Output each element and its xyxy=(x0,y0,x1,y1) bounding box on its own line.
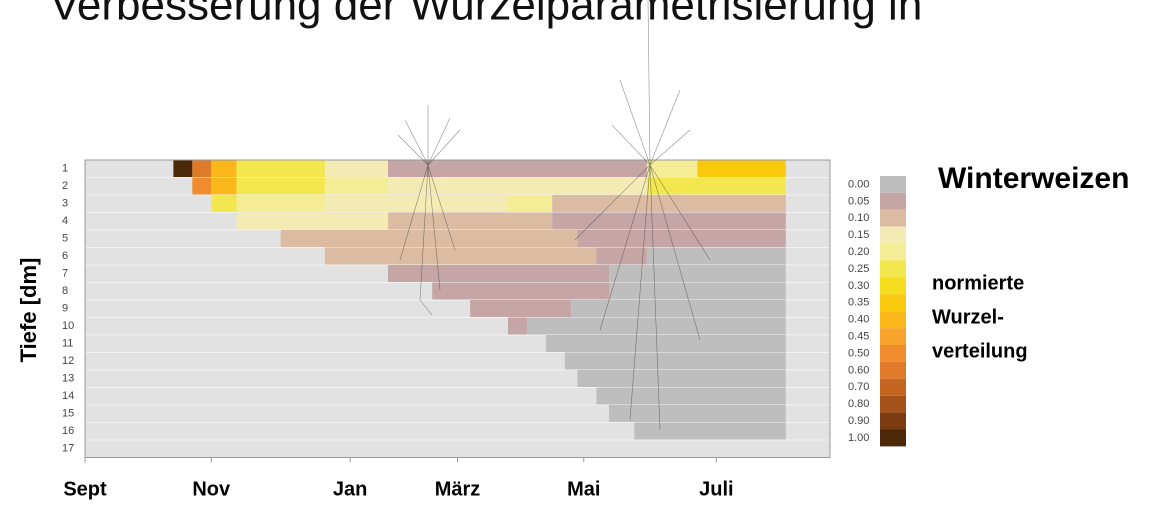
row-label: 12 xyxy=(62,355,74,367)
colorbar-swatch xyxy=(880,193,906,210)
colorbar-swatch xyxy=(880,430,906,447)
x-tick-label: Mai xyxy=(567,478,600,500)
heat-cell xyxy=(577,230,785,248)
heat-cell xyxy=(281,230,578,248)
colorbar-title: normierte xyxy=(932,272,1024,294)
colorbar-swatch xyxy=(880,311,906,328)
x-tick-label: Sept xyxy=(63,478,107,500)
colorbar-swatch xyxy=(880,277,906,294)
colorbar-label: 0.15 xyxy=(848,229,869,241)
colorbar-swatch xyxy=(880,379,906,396)
colorbar-swatch xyxy=(880,362,906,379)
heat-cell xyxy=(470,300,571,318)
colorbar-swatch xyxy=(880,396,906,413)
heat-cell xyxy=(325,178,388,196)
row-label: 8 xyxy=(62,285,68,297)
colorbar-swatch xyxy=(880,294,906,311)
heat-cell xyxy=(596,388,785,406)
colorbar-label: 0.60 xyxy=(848,364,869,376)
heat-cell xyxy=(634,423,786,441)
colorbar-label: 0.40 xyxy=(848,314,869,326)
heat-cell xyxy=(697,160,785,178)
colorbar-label: 0.50 xyxy=(848,347,869,359)
colorbar-label: 0.80 xyxy=(848,398,869,410)
colorbar-swatch xyxy=(880,328,906,345)
heat-cell xyxy=(325,248,596,266)
colorbar-label: 0.25 xyxy=(848,263,869,275)
heat-cell xyxy=(211,195,236,213)
heat-cell xyxy=(192,160,211,178)
heat-cell xyxy=(546,335,786,353)
heat-cell xyxy=(237,213,389,231)
x-tick-label: Nov xyxy=(192,478,231,500)
colorbar-swatch xyxy=(880,413,906,430)
row-label: 10 xyxy=(62,320,74,332)
colorbar-label: 0.70 xyxy=(848,381,869,393)
heat-cell xyxy=(388,213,552,231)
colorbar-label: 1.00 xyxy=(848,432,869,444)
heat-cell xyxy=(647,160,698,178)
colorbar-label: 0.90 xyxy=(848,415,869,427)
heat-cell xyxy=(508,318,527,336)
x-tick-label: März xyxy=(435,478,481,500)
heat-cell xyxy=(609,283,786,301)
row-label: 2 xyxy=(62,180,68,192)
heat-cell xyxy=(609,405,786,423)
row-label: 7 xyxy=(62,268,68,280)
colorbar-swatch xyxy=(880,176,906,193)
colorbar-title: Wurzel- xyxy=(932,306,1004,328)
heat-cell xyxy=(211,178,236,196)
row-label: 3 xyxy=(62,198,68,210)
heat-cell xyxy=(192,178,211,196)
row-label: 11 xyxy=(62,338,73,350)
heat-cell xyxy=(647,248,786,266)
heat-cell xyxy=(237,160,325,178)
colorbar-label: 0.45 xyxy=(848,330,869,342)
row-label: 15 xyxy=(62,408,74,420)
colorbar-swatch xyxy=(880,345,906,362)
chart: Verbesserung der Wurzelparametrisierung … xyxy=(0,0,1168,501)
heat-cell xyxy=(173,160,192,178)
row-label: 16 xyxy=(62,425,74,437)
colorbar-label: 0.35 xyxy=(848,297,869,309)
heat-cell xyxy=(325,160,388,178)
heat-cell xyxy=(577,370,785,388)
heat-cell xyxy=(508,195,552,213)
colorbar-swatch xyxy=(880,227,906,244)
colorbar-swatch xyxy=(880,244,906,261)
x-tick-label: Jan xyxy=(333,478,367,500)
crop-label: Winterweizen xyxy=(938,162,1129,195)
colorbar-label: 0.00 xyxy=(848,178,869,190)
colorbar-label: 0.20 xyxy=(848,246,869,258)
colorbar-label: 0.05 xyxy=(848,195,869,207)
colorbar-swatch xyxy=(880,210,906,227)
heat-cell xyxy=(237,178,325,196)
row-label: 13 xyxy=(62,373,74,385)
heat-cell xyxy=(647,178,786,196)
colorbar-label: 0.30 xyxy=(848,280,869,292)
heat-cell xyxy=(237,195,325,213)
y-axis-label: Tiefe [dm] xyxy=(16,258,41,363)
row-label: 9 xyxy=(62,303,68,315)
x-tick-label: Juli xyxy=(699,478,733,500)
heat-cell xyxy=(211,160,236,178)
row-label: 5 xyxy=(62,233,68,245)
row-label: 14 xyxy=(62,390,74,402)
heat-cell xyxy=(565,353,786,371)
row-label: 6 xyxy=(62,250,68,262)
heat-cell xyxy=(596,248,647,266)
colorbar-label: 0.10 xyxy=(848,212,869,224)
colorbar-swatch xyxy=(880,261,906,278)
heat-cell xyxy=(552,195,786,213)
row-label: 17 xyxy=(62,443,74,455)
row-label: 1 xyxy=(62,163,68,175)
heat-cell xyxy=(571,300,786,318)
slide-title: Verbesserung der Wurzelparametrisierung … xyxy=(50,0,922,30)
row-label: 4 xyxy=(62,215,68,227)
heat-cell xyxy=(609,265,786,283)
heat-cell xyxy=(432,283,609,301)
colorbar-title: verteilung xyxy=(932,340,1028,362)
